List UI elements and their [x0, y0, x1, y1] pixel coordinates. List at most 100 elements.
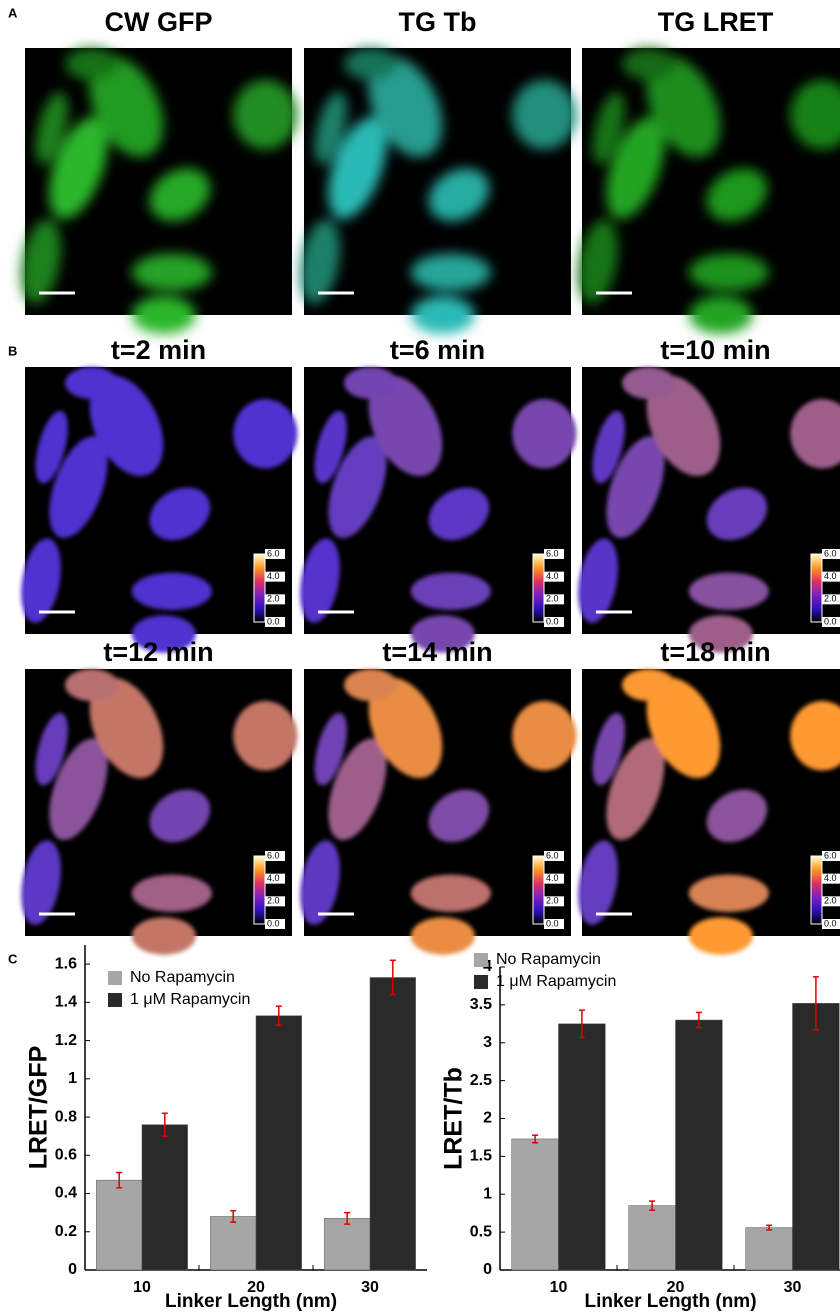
cell: [65, 669, 119, 702]
colorbar-label-bg: [822, 873, 840, 884]
micrograph: [21, 47, 298, 334]
cell: [89, 677, 164, 778]
cell: [646, 677, 721, 778]
colorbar-label: 2.0: [267, 594, 280, 604]
colorbar-label-bg: [265, 594, 285, 605]
cell: [706, 789, 768, 843]
colorbar-label-bg: [265, 571, 285, 582]
colorbar-label-bg: [544, 873, 564, 884]
panel-title: TG LRET: [658, 7, 774, 37]
bar: [141, 1124, 188, 1271]
cell: [622, 669, 676, 702]
cell: [688, 296, 753, 334]
cell: [49, 117, 108, 219]
cells: [21, 669, 298, 955]
error-bar: [649, 1200, 656, 1211]
panel-title: CW GFP: [105, 7, 213, 37]
bar: [792, 1003, 840, 1271]
panel-title: t=12 min: [103, 637, 213, 667]
cell: [410, 874, 491, 912]
colorbar-label: 0.0: [546, 616, 559, 626]
error-bar: [695, 1011, 702, 1029]
cell: [688, 572, 769, 610]
colorbar-label: 0.0: [267, 918, 280, 928]
cell: [368, 375, 443, 476]
y-tick-label: 0: [68, 1261, 77, 1278]
y-tick-label: 2.5: [470, 1072, 492, 1089]
cell: [410, 615, 475, 653]
colorbar-label: 2.0: [824, 594, 837, 604]
cells: [21, 47, 298, 334]
legend-label: 1 μM Rapamycin: [130, 991, 250, 1008]
micrograph: [578, 367, 840, 653]
y-tick-label: 1.6: [55, 955, 77, 972]
cell: [233, 80, 298, 150]
cell: [410, 917, 475, 955]
colorbar-label-bg: [544, 919, 564, 929]
y-tick-label: 2: [483, 1110, 492, 1127]
x-tick-label: 30: [784, 1279, 802, 1296]
cell: [622, 367, 676, 400]
panel-title: t=18 min: [660, 637, 770, 667]
colorbar-label-bg: [822, 919, 840, 929]
cell: [300, 219, 340, 304]
cell: [592, 712, 625, 786]
colorbar-label-bg: [822, 851, 840, 861]
panel-label: A: [8, 5, 18, 20]
cell: [35, 712, 68, 786]
colorbar-label: 4.0: [546, 571, 559, 581]
cell: [410, 296, 475, 334]
x-tick-label: 10: [550, 1279, 568, 1296]
cell: [592, 91, 625, 165]
colorbar-label-bg: [544, 617, 564, 627]
x-tick-label: 20: [667, 1279, 685, 1296]
cell: [706, 487, 768, 541]
cell: [131, 572, 212, 610]
cell: [646, 56, 721, 157]
panel-title: t=6 min: [390, 335, 485, 365]
panel-title: t=10 min: [660, 335, 770, 365]
y-tick-label: 3.5: [470, 996, 492, 1013]
micrograph: [21, 367, 298, 653]
cell: [622, 47, 676, 81]
bar: [558, 1023, 606, 1271]
cell: [512, 701, 577, 771]
colorbar: [253, 855, 266, 925]
y-tick-label: 1.5: [470, 1148, 492, 1165]
cell: [410, 253, 491, 291]
error-bar: [389, 959, 396, 996]
legend-label: No Rapamycin: [496, 951, 601, 968]
cell: [368, 677, 443, 778]
error-bar: [116, 1171, 123, 1189]
cells: [300, 367, 577, 653]
cell: [131, 874, 212, 912]
cell: [688, 615, 753, 653]
cell: [131, 253, 212, 291]
cell: [790, 80, 840, 150]
colorbar-label-bg: [544, 549, 564, 559]
colorbar-label: 6.0: [824, 850, 837, 860]
colorbar-label: 2.0: [546, 896, 559, 906]
micrograph: [300, 47, 577, 334]
cell: [21, 538, 61, 623]
colorbar-label-bg: [265, 919, 285, 929]
colorbar-label: 6.0: [824, 548, 837, 558]
bar: [210, 1216, 257, 1271]
cell: [646, 375, 721, 476]
colorbar-label-bg: [544, 594, 564, 605]
error-bar: [230, 1209, 237, 1223]
cell: [314, 410, 347, 484]
cell: [49, 738, 108, 840]
colorbar-label: 2.0: [824, 896, 837, 906]
colorbar-label: 6.0: [546, 850, 559, 860]
colorbar: [253, 553, 266, 623]
cell: [512, 399, 577, 469]
cell: [344, 669, 398, 702]
x-axis-label: Linker Length (nm): [165, 1291, 337, 1312]
cell: [328, 738, 387, 840]
x-tick-label: 20: [247, 1279, 265, 1296]
colorbar-label-bg: [822, 571, 840, 582]
panel-title: t=14 min: [382, 637, 492, 667]
cell: [21, 840, 61, 925]
cell: [65, 47, 119, 81]
